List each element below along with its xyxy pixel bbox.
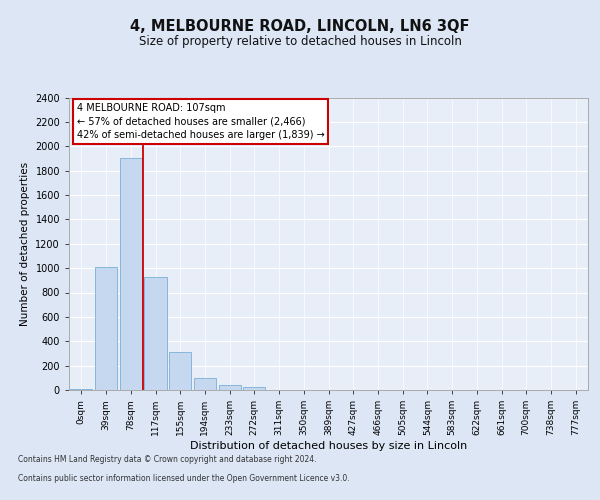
Bar (119, 158, 142, 390)
Text: Contains HM Land Registry data © Crown copyright and database right 2024.: Contains HM Land Registry data © Crown c… (18, 456, 317, 464)
Bar (194, 378, 216, 390)
Y-axis label: Number of detached properties: Number of detached properties (20, 162, 29, 326)
Bar (169, 352, 191, 390)
Bar (145, 276, 167, 390)
X-axis label: Distribution of detached houses by size in Lincoln: Distribution of detached houses by size … (190, 441, 467, 451)
Text: Size of property relative to detached houses in Lincoln: Size of property relative to detached ho… (139, 35, 461, 48)
Bar (218, 384, 241, 390)
Bar (70, 389, 92, 390)
Text: 4, MELBOURNE ROAD, LINCOLN, LN6 3QF: 4, MELBOURNE ROAD, LINCOLN, LN6 3QF (130, 19, 470, 34)
Text: Contains public sector information licensed under the Open Government Licence v3: Contains public sector information licen… (18, 474, 350, 483)
Bar (243, 387, 265, 390)
Text: 4 MELBOURNE ROAD: 107sqm
← 57% of detached houses are smaller (2,466)
42% of sem: 4 MELBOURNE ROAD: 107sqm ← 57% of detach… (77, 104, 325, 140)
Bar (95, 267, 117, 390)
